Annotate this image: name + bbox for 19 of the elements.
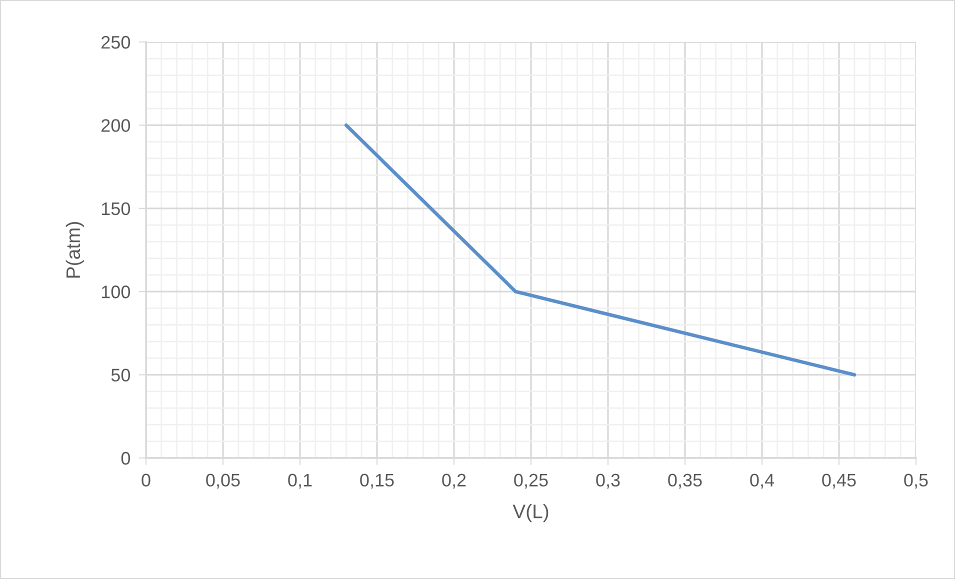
- x-tick-label: 0,45: [822, 474, 856, 489]
- x-tick-label: 0,5: [904, 474, 928, 489]
- x-tick-label: 0,1: [288, 474, 312, 489]
- y-tick-label: 250: [102, 36, 130, 49]
- x-tick-label: 0,25: [514, 474, 548, 489]
- y-tick-label: 200: [102, 119, 130, 132]
- x-axis-title: V(L): [512, 504, 548, 522]
- y-tick-label: 0: [121, 452, 130, 465]
- x-tick-label: 0,35: [668, 474, 702, 489]
- x-tick-label: 0,2: [442, 474, 466, 489]
- x-tick-label: 0: [142, 474, 150, 487]
- x-tick-label: 0,05: [206, 474, 240, 489]
- y-tick-label: 150: [102, 202, 130, 216]
- x-tick-label: 0,15: [360, 474, 394, 489]
- x-tick-label: 0,3: [596, 474, 620, 489]
- y-axis-title: P(atm): [66, 222, 84, 278]
- x-tick-label: 0,4: [750, 474, 774, 489]
- y-tick-label: 50: [111, 368, 130, 382]
- y-tick-label: 100: [102, 286, 130, 298]
